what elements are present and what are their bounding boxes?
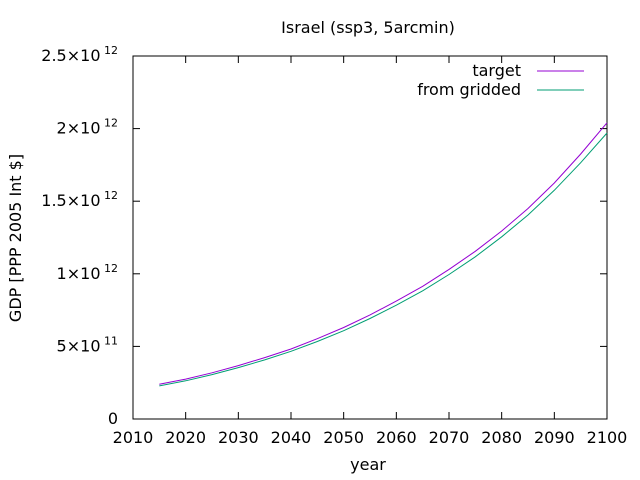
legend-label: from gridded bbox=[417, 80, 521, 99]
y-tick-labels: 0 5×10 11 1×10 12 1.5×10 12 2×10 12 2.5×10 12 bbox=[41, 44, 118, 428]
series-line-1 bbox=[159, 132, 608, 387]
series-lines bbox=[159, 122, 608, 387]
x-axis-label: year bbox=[350, 455, 386, 474]
chart-title: Israel (ssp3, 5arcmin) bbox=[281, 18, 455, 37]
y-axis-label: GDP [PPP 2005 Int $] bbox=[6, 154, 25, 322]
y-tick-label: 5×10 11 bbox=[57, 334, 118, 355]
y-tick-label: 1.5×10 12 bbox=[41, 189, 118, 210]
x-tick-label: 2060 bbox=[376, 428, 417, 447]
x-tick-label: 2040 bbox=[271, 428, 312, 447]
x-tick-label: 2080 bbox=[481, 428, 522, 447]
axis-ticks bbox=[132, 55, 608, 420]
series-line-0 bbox=[159, 122, 608, 385]
x-tick-label: 2070 bbox=[429, 428, 470, 447]
plot-frame bbox=[132, 55, 608, 420]
x-tick-labels: 2010 2020 2030 2040 2050 2060 2070 2080 2090 2100 bbox=[113, 428, 628, 447]
y-tick-label: 2.5×10 12 bbox=[41, 44, 118, 65]
y-tick-label: 1×10 12 bbox=[57, 262, 118, 283]
x-tick-label: 2010 bbox=[113, 428, 154, 447]
x-tick-label: 2100 bbox=[587, 428, 628, 447]
legend-label: target bbox=[472, 61, 521, 80]
x-tick-label: 2030 bbox=[218, 428, 259, 447]
y-tick-label: 0 bbox=[108, 409, 118, 428]
x-tick-label: 2090 bbox=[534, 428, 575, 447]
y-tick-label: 2×10 12 bbox=[57, 117, 118, 138]
x-tick-label: 2020 bbox=[165, 428, 206, 447]
x-tick-label: 2050 bbox=[323, 428, 364, 447]
